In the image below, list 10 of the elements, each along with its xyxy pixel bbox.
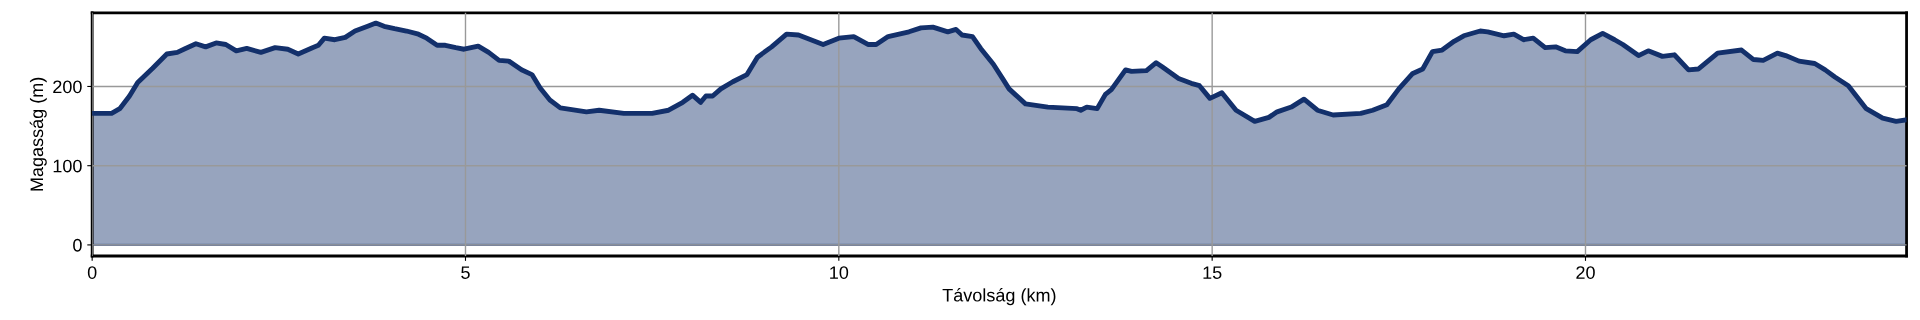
x-tick-label: 0 (87, 266, 97, 279)
x-axis-title: Távolság (km) (942, 288, 1056, 306)
x-tick-label: 5 (461, 266, 470, 279)
x-tick-label: 20 (1576, 266, 1595, 279)
y-tick-label: 100 (53, 159, 82, 173)
y-tick-label: 0 (73, 238, 82, 252)
x-tick-label: 10 (830, 266, 849, 279)
x-tick-label: 15 (1203, 266, 1222, 279)
y-axis-title: Magasság (m) (29, 77, 47, 191)
y-tick-label: 200 (53, 80, 82, 94)
